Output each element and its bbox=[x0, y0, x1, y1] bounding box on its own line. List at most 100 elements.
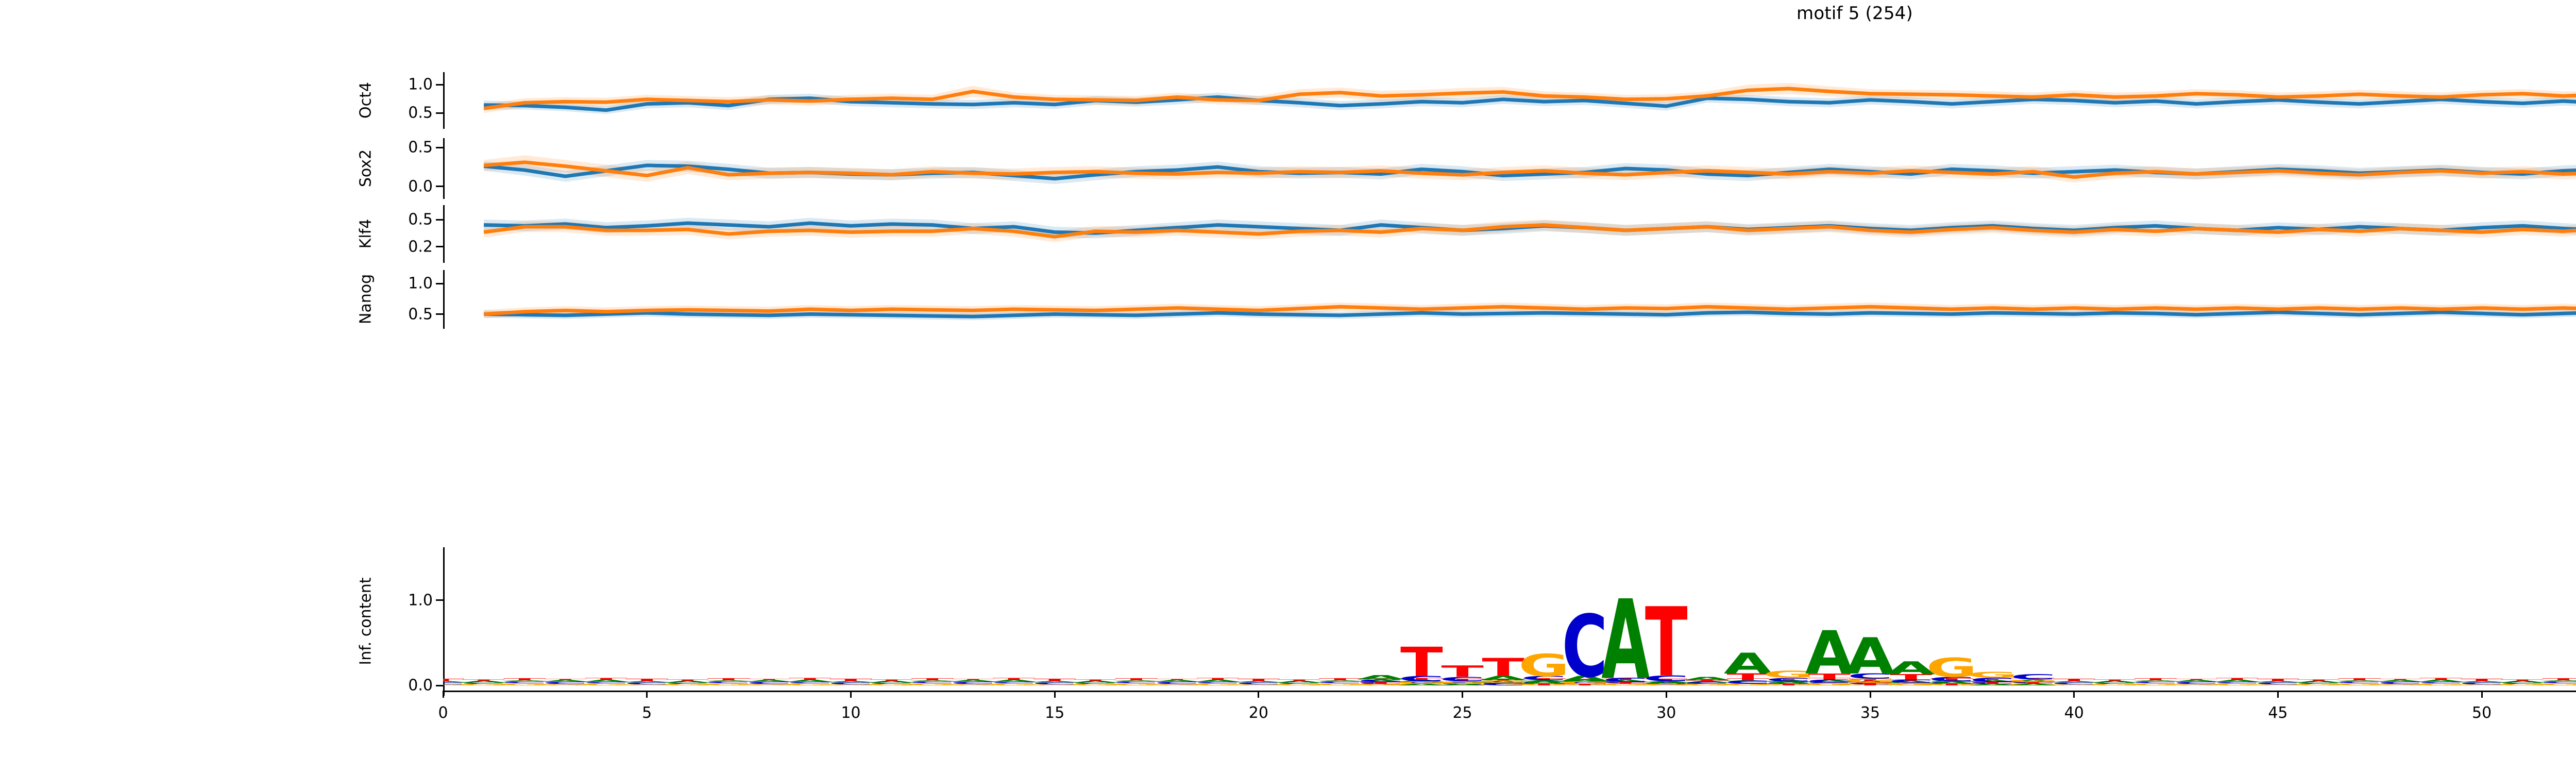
logo-base-g: G bbox=[1192, 683, 1244, 686]
logo-base-g: G bbox=[2008, 679, 2059, 683]
logo-base-a: A bbox=[1479, 680, 1528, 683]
logo-base-t: T bbox=[789, 678, 832, 680]
logo-base-c: C bbox=[461, 682, 507, 684]
logo-base-g: G bbox=[499, 682, 551, 686]
logo-base-t: T bbox=[585, 678, 628, 680]
series-line-orange bbox=[484, 307, 2576, 314]
logo-base-a: A bbox=[2295, 680, 2343, 683]
x-tick bbox=[1665, 691, 1667, 698]
y-tick-label: 0.5 bbox=[408, 210, 433, 229]
panel-plot-area bbox=[443, 155, 2576, 184]
logo-base-g: G bbox=[825, 684, 877, 686]
logo-base-g: G bbox=[1437, 680, 1488, 684]
logo-base-a: A bbox=[1275, 680, 1324, 683]
logo-base-g: G bbox=[1396, 680, 1448, 684]
logo-base-a: A bbox=[1357, 674, 1405, 681]
logo-base-t: T bbox=[2216, 678, 2259, 680]
logo-base-a: A bbox=[2213, 679, 2262, 683]
logo-base-a: A bbox=[582, 679, 631, 683]
logo-base-t: T bbox=[2257, 678, 2299, 682]
logo-base-a: A bbox=[1683, 680, 1731, 683]
logo-base-c: C bbox=[869, 682, 914, 684]
logo-base-g: G bbox=[2375, 684, 2426, 686]
logo-base-t: T bbox=[1319, 678, 1362, 681]
logo-base-t: T bbox=[2012, 682, 2055, 684]
logo-base-c: C bbox=[502, 681, 548, 683]
x-tick bbox=[2481, 691, 2483, 698]
logo-base-a: A bbox=[2009, 679, 2058, 683]
logo-base-t: T bbox=[1930, 678, 1973, 681]
logo-base-g: G bbox=[785, 683, 836, 686]
logo-base-c: C bbox=[1276, 682, 1322, 684]
logo-base-g: G bbox=[1518, 647, 1570, 683]
x-tick bbox=[1462, 691, 1464, 698]
logo-base-t: T bbox=[1522, 683, 1565, 686]
logo-base-g: G bbox=[443, 684, 469, 686]
logo-base-c: C bbox=[2418, 682, 2464, 684]
x-tick bbox=[1054, 691, 1056, 698]
logo-base-c: C bbox=[1766, 681, 1811, 685]
logo-base-t: T bbox=[1808, 678, 1851, 680]
logo-base-g: G bbox=[2130, 682, 2181, 686]
logo-base-a: A bbox=[2498, 680, 2547, 683]
logo-base-c: C bbox=[2377, 681, 2423, 685]
series-line-orange bbox=[484, 89, 2576, 109]
series-line-orange bbox=[484, 162, 2576, 177]
logo-base-t: T bbox=[829, 678, 872, 682]
logo-base-c: C bbox=[1521, 681, 1567, 683]
logo-base-c: C bbox=[1113, 681, 1159, 683]
panel-plot-area bbox=[443, 82, 2576, 114]
logo-base-g: G bbox=[2415, 683, 2467, 686]
logo-base-t: T bbox=[544, 679, 587, 680]
logo-base-a: A bbox=[1642, 681, 1690, 683]
logo-base-t: T bbox=[1767, 679, 1810, 680]
logo-base-a: A bbox=[2050, 681, 2098, 683]
logo-base-c: C bbox=[1562, 597, 1607, 696]
logo-base-t: T bbox=[1645, 678, 1688, 682]
logo-base-t: T bbox=[993, 678, 1036, 680]
logo-base-c: C bbox=[1643, 674, 1689, 683]
logo-base-a: A bbox=[990, 679, 1039, 683]
logo-base-c: C bbox=[2459, 682, 2505, 685]
panel-inf-content: 0.0 1.0 Inf. content G C A T G C A T G C A T G C A T G C A T G C… bbox=[357, 547, 2576, 696]
logo-base-a: A bbox=[1194, 679, 1243, 683]
logo-base-g: G bbox=[1844, 684, 1896, 686]
logo-base-g: G bbox=[1437, 684, 1488, 686]
logo-base-g: G bbox=[458, 683, 510, 686]
logo-base-a: A bbox=[1846, 681, 1894, 683]
logo-base-g: G bbox=[2212, 683, 2263, 686]
logo-base-c: C bbox=[2540, 681, 2576, 683]
x-tick-label: 50 bbox=[2472, 704, 2492, 722]
x-tick bbox=[646, 691, 648, 698]
logo-base-c: C bbox=[2255, 682, 2301, 685]
logo-base-g: G bbox=[1478, 680, 1529, 684]
logo-base-t: T bbox=[666, 679, 709, 681]
logo-base-c: C bbox=[1399, 675, 1445, 683]
logo-base-a: A bbox=[1071, 680, 1120, 683]
logo-base-t: T bbox=[503, 678, 546, 681]
logo-base-c: C bbox=[909, 681, 955, 683]
logo-base-c: C bbox=[543, 681, 588, 685]
y-tick bbox=[436, 83, 443, 86]
confidence-band-orange bbox=[484, 220, 2576, 242]
logo-base-t: T bbox=[1890, 673, 1933, 681]
logo-base-c: C bbox=[2133, 681, 2179, 683]
logo-base-t: T bbox=[1278, 679, 1321, 681]
logo-base-a: A bbox=[1846, 627, 1894, 685]
logo-base-c: C bbox=[2336, 681, 2382, 683]
logo-base-t: T bbox=[2379, 679, 2421, 680]
logo-base-a: A bbox=[1561, 680, 1609, 682]
logo-base-t: T bbox=[443, 678, 465, 682]
panel-plot-area bbox=[443, 302, 2576, 321]
logo-base-t: T bbox=[1645, 587, 1688, 696]
logo-base-a: A bbox=[1398, 679, 1447, 683]
logo-base-a: A bbox=[1927, 680, 1976, 682]
logo-base-c: C bbox=[443, 682, 466, 685]
x-tick-label: 15 bbox=[1045, 704, 1065, 722]
logo-base-c: C bbox=[1603, 677, 1649, 683]
logo-base-g: G bbox=[1722, 682, 1774, 686]
logo-base-a: A bbox=[443, 681, 467, 683]
logo-base-c: C bbox=[1154, 681, 1200, 685]
x-tick bbox=[1869, 691, 1871, 698]
logo-base-g: G bbox=[2497, 683, 2549, 686]
